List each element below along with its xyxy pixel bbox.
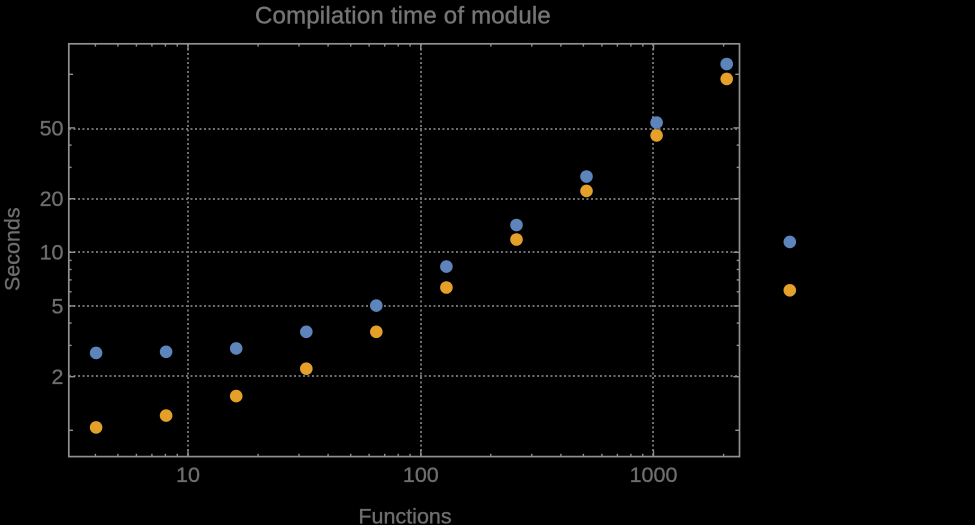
svg-text:2: 2 [52,365,64,389]
svg-text:1000: 1000 [630,463,678,487]
svg-text:100: 100 [403,463,439,487]
svg-text:Seconds: Seconds [1,207,25,291]
svg-text:50: 50 [40,116,64,140]
svg-text:5: 5 [52,294,64,318]
svg-text:Compilation time of module: Compilation time of module [255,3,551,30]
svg-text:Functions: Functions [358,505,451,525]
svg-text:20: 20 [40,187,64,211]
svg-text:10: 10 [176,463,200,487]
svg-text:10: 10 [40,241,64,265]
